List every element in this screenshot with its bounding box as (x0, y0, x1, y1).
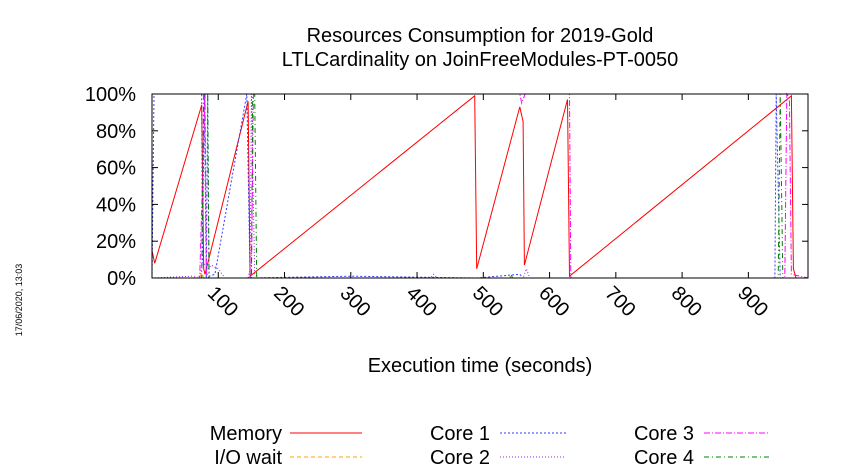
x-tick-label: 200 (269, 282, 308, 321)
x-tick-label: 700 (601, 282, 640, 321)
timestamp-label: 17/06/2020, 13:03 (14, 264, 24, 337)
y-tick-label: 100% (85, 84, 136, 106)
y-tick-label: 20% (96, 231, 136, 253)
chart-subtitle: LTLCardinality on JoinFreeModules-PT-005… (282, 49, 679, 71)
x-axis-label: Execution time (seconds) (368, 355, 593, 377)
y-axis: 0% 20% 40% 60% 80% 100% (85, 84, 808, 290)
x-tick-label: 900 (733, 282, 772, 321)
x-tick-label: 100 (203, 282, 242, 321)
x-tick-label: 300 (335, 282, 374, 321)
y-tick-label: 60% (96, 158, 136, 180)
series-line-core-4 (152, 93, 808, 279)
legend-label-memory: Memory (210, 423, 282, 445)
series-line-memory (151, 94, 808, 279)
legend-label-core-4: Core 4 (634, 447, 694, 469)
x-tick-label: 500 (468, 282, 507, 321)
legend-label-core-3: Core 3 (634, 423, 694, 445)
x-tick-label: 800 (667, 282, 706, 321)
legend-label-i-o-wait: I/O wait (214, 447, 282, 469)
y-tick-label: 80% (96, 121, 136, 143)
series-line-core-3 (152, 92, 809, 279)
x-tick-label: 400 (402, 282, 441, 321)
legend-label-core-1: Core 1 (430, 423, 490, 445)
x-axis: 100 200 300 400 500 600 700 800 900 (203, 94, 772, 321)
x-tick-label: 600 (534, 282, 573, 321)
plot-area (151, 92, 809, 279)
legend-label-core-2: Core 2 (430, 447, 490, 469)
y-tick-label: 40% (96, 194, 136, 216)
series-line-core-2 (151, 93, 808, 279)
y-tick-label: 0% (107, 268, 136, 290)
plot-frame (151, 93, 809, 279)
chart-title: Resources Consumption for 2019-Gold (307, 25, 654, 47)
